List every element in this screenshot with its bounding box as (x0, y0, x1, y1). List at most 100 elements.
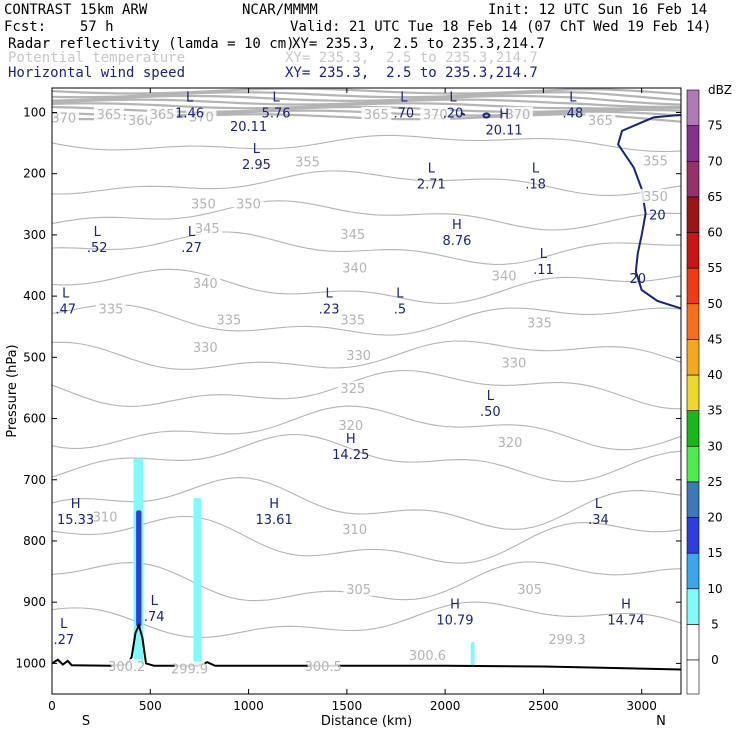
theta-label-bg (174, 661, 205, 676)
extremum-value: 5.76 (262, 106, 291, 121)
theta-label-bg (361, 106, 392, 121)
theta-label: 350 (191, 197, 216, 212)
theta-label-bg (498, 355, 529, 370)
field-wind-xy: XY= 235.3, 2.5 to 235.3,214.7 (285, 65, 538, 81)
field-wind-label: Horizontal wind speed (8, 65, 186, 81)
colorbar-level: 75 (707, 119, 722, 133)
colorbar-level: 45 (707, 332, 722, 346)
theta-label: 365 (364, 108, 389, 123)
extremum-marker: L (272, 90, 280, 105)
theta-isoline (52, 601, 681, 639)
theta-isoline (52, 231, 681, 265)
extremum-value: .23 (319, 302, 340, 317)
theta-label: 350 (236, 197, 261, 212)
y-tick-label: 1000 (15, 656, 46, 670)
colorbar-swatch (686, 160, 700, 198)
y-tick-label: 900 (23, 595, 46, 609)
theta-label: 335 (340, 314, 365, 329)
theta-label: 370 (51, 112, 76, 127)
forecast-hour: Fcst: 57 h (4, 19, 114, 35)
extremum-value: 14.25 (332, 448, 369, 463)
theta-label-bg (337, 312, 368, 327)
theta-label: 330 (502, 356, 527, 371)
reflectivity-cell (136, 510, 142, 627)
colorbar-level: 15 (707, 546, 722, 560)
theta-isoline (52, 433, 681, 483)
theta-label-bg (186, 109, 217, 124)
theta-label: 300.5 (305, 660, 342, 675)
theta-label-bg (551, 632, 582, 647)
colorbar-level: 0 (711, 653, 719, 667)
theta-isoline (52, 170, 681, 196)
colorbar-level: 65 (707, 190, 722, 204)
theta-label-bg (343, 348, 374, 363)
theta-label: 365 (150, 108, 175, 123)
extremum-marker: H (346, 432, 356, 447)
colorbar-level: 55 (707, 261, 722, 275)
extremum-value: .47 (55, 302, 76, 317)
wind-contour-small (482, 112, 491, 119)
plot-frame (51, 87, 682, 695)
theta-isoline (52, 340, 681, 370)
colorbar-level: 25 (707, 475, 722, 489)
theta-label-bg (94, 106, 125, 121)
x-tick-label: 3000 (626, 699, 657, 713)
colorbar-level: 50 (707, 297, 722, 311)
wind-contour-small (460, 111, 466, 116)
theta-label-bg (213, 312, 244, 327)
extremum-marker: H (269, 497, 279, 512)
colorbar-swatch (686, 89, 700, 126)
theta-label-bg (489, 268, 520, 283)
theta-label-bg (308, 659, 339, 674)
colorbar-level: 20 (707, 511, 722, 525)
extremum-value: 8.76 (442, 234, 471, 249)
theta-label-bg (514, 581, 545, 596)
colorbar-swatch (686, 624, 700, 661)
theta-label-bg (192, 220, 223, 235)
colorbar-swatch (686, 481, 700, 518)
theta-label: 355 (295, 156, 320, 171)
colorbar-level: 70 (707, 154, 722, 168)
colorbar-swatch (686, 374, 700, 411)
extremum-marker: L (487, 389, 495, 404)
colorbar-swatch (686, 445, 700, 483)
wind-contour-label: 20 (649, 209, 666, 224)
theta-label-bg (640, 153, 671, 168)
theta-label: 305 (346, 583, 371, 598)
extremum-value: .74 (144, 610, 165, 625)
theta-stripe (52, 88, 681, 96)
x-tick-label: 0 (48, 699, 56, 713)
extremum-marker: H (71, 497, 81, 512)
colorbar-level: 30 (707, 439, 722, 453)
theta-stripe (52, 91, 681, 102)
extremum-value: .34 (588, 513, 609, 528)
theta-label-bg (640, 188, 671, 203)
colorbar-level: 60 (707, 226, 722, 240)
axes: 100 200 300 400 500 600 700 800 900 1000 0 500 1000 1… (5, 88, 681, 729)
extremum-marker: L (253, 142, 261, 157)
init-time: Init: 12 UTC Sun 16 Feb 14 (488, 2, 708, 18)
theta-label-bg (337, 226, 368, 241)
extremum-marker: L (186, 90, 194, 105)
colorbar-level: 35 (707, 404, 722, 418)
extremum-value: 14.74 (607, 613, 644, 628)
extremum-value: 13.61 (256, 513, 293, 528)
theta-label: 340 (492, 270, 517, 285)
theta-label-bg (147, 106, 178, 121)
y-tick-label: 300 (23, 228, 46, 242)
extremum-value: .27 (53, 633, 74, 648)
theta-label-bg (90, 509, 121, 524)
theta-label-bg (337, 381, 368, 396)
colorbar-swatch (686, 267, 700, 305)
theta-label: 300.2 (108, 660, 145, 675)
terrain-line (52, 622, 681, 671)
x-axis-title: Distance (km) (321, 714, 412, 729)
theta-label: 365 (588, 114, 613, 129)
extremum-marker: H (499, 108, 509, 123)
colorbar-swatch (686, 303, 700, 340)
extremum-marker: L (60, 617, 68, 632)
theta-label: 340 (342, 262, 367, 277)
extremum-marker: L (151, 594, 159, 609)
colorbar-swatch (686, 517, 700, 554)
